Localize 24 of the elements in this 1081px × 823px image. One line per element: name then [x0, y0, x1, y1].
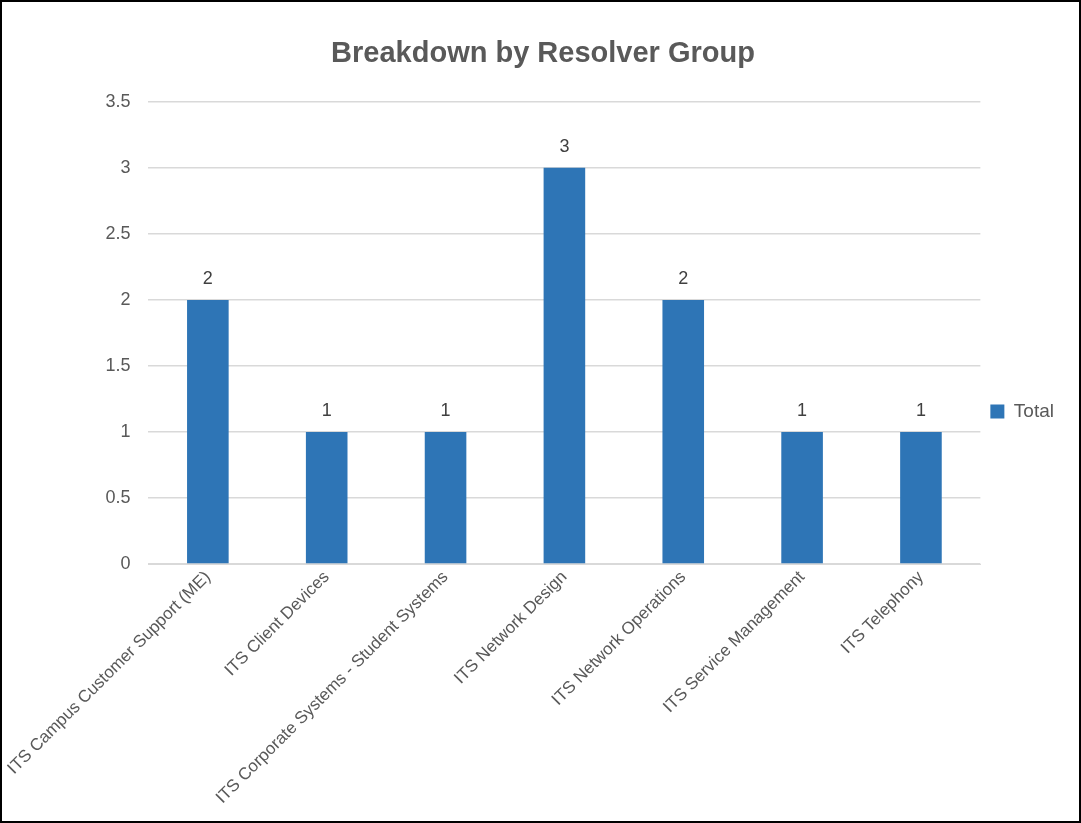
chart-title: Breakdown by Resolver Group: [331, 36, 755, 69]
bar: [424, 432, 467, 564]
y-tick-label: 2: [120, 288, 131, 309]
data-label: 1: [797, 399, 808, 420]
y-tick-label: 0.5: [105, 487, 131, 508]
y-tick-label: 2.5: [105, 222, 131, 243]
y-tick-label: 3: [120, 156, 131, 177]
bar: [543, 167, 586, 564]
y-tick-label: 1: [120, 420, 131, 441]
y-tick-label: 1.5: [105, 354, 131, 375]
data-label: 3: [559, 135, 570, 156]
legend-label: Total: [1013, 399, 1055, 421]
bar: [305, 432, 348, 564]
data-label: 2: [202, 267, 213, 288]
bar: [900, 432, 942, 564]
bar: [781, 432, 823, 564]
y-tick-label: 3.5: [105, 90, 131, 111]
data-label: 1: [440, 399, 451, 420]
data-label: 1: [915, 399, 926, 420]
y-tick-label: 0: [120, 553, 131, 574]
bar: [187, 299, 229, 564]
bar: [662, 299, 705, 564]
data-label: 2: [678, 267, 689, 288]
data-label: 1: [321, 399, 332, 420]
